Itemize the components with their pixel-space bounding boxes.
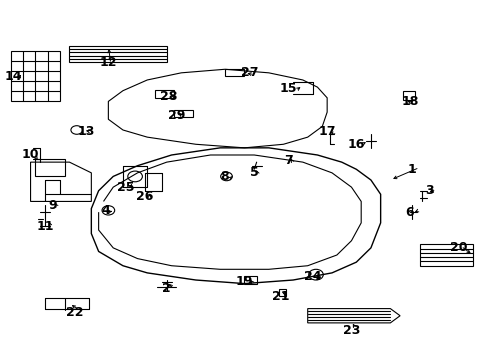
Text: 23: 23 [342,324,360,337]
Text: 4: 4 [102,204,110,217]
Text: 1: 1 [407,163,416,176]
Text: 14: 14 [5,70,22,83]
Text: 27: 27 [240,66,258,79]
Text: 8: 8 [220,170,229,183]
Text: 26: 26 [136,190,153,203]
Text: 20: 20 [449,241,466,255]
Text: 12: 12 [100,55,117,69]
Text: 6: 6 [405,206,413,219]
Text: 7: 7 [284,154,292,167]
Text: 25: 25 [116,181,134,194]
Text: 3: 3 [424,184,433,197]
Text: 19: 19 [235,275,253,288]
Text: 17: 17 [318,125,335,138]
Text: 22: 22 [65,306,83,319]
Text: 28: 28 [160,90,178,103]
Text: 9: 9 [48,198,57,212]
Text: 16: 16 [347,138,364,151]
Text: 24: 24 [303,270,321,283]
Text: 15: 15 [279,82,296,95]
Text: 13: 13 [78,125,95,138]
Text: 11: 11 [36,220,54,233]
Text: 18: 18 [400,95,418,108]
Text: 21: 21 [272,289,289,303]
Text: 2: 2 [162,283,171,296]
Text: 29: 29 [167,109,185,122]
Text: 5: 5 [249,166,258,179]
Text: 10: 10 [22,148,39,162]
